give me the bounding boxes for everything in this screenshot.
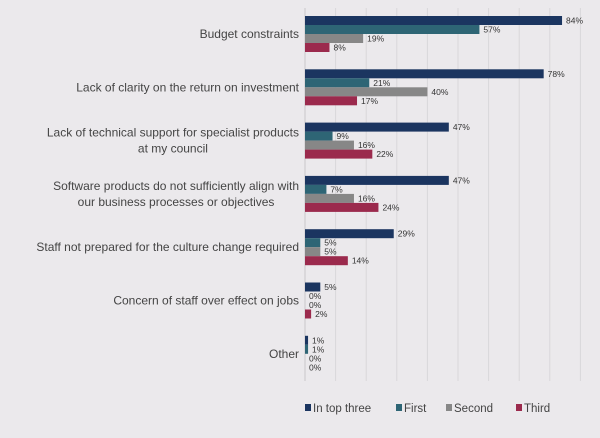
legend-label: Third — [524, 403, 550, 415]
category-label: our business processes or objectives — [78, 195, 275, 209]
data-label: 1% — [312, 344, 325, 354]
data-label: 8% — [333, 43, 346, 53]
legend-label: First — [404, 403, 427, 415]
data-label: 0% — [309, 291, 322, 301]
legend: In top three First Second Third — [305, 403, 550, 415]
category-label: Lack of clarity on the return on investm… — [76, 80, 299, 94]
data-label: 7% — [330, 184, 343, 194]
data-label: 14% — [352, 256, 369, 266]
bar — [305, 149, 373, 159]
data-label: 0% — [309, 362, 322, 372]
bar — [305, 282, 321, 292]
data-label: 24% — [382, 202, 399, 212]
bar — [305, 229, 394, 239]
legend-label: In top three — [313, 403, 371, 415]
data-label: 0% — [309, 353, 322, 363]
bar — [305, 184, 327, 194]
bar — [305, 309, 312, 319]
bars: 84%57%19%8%78%21%40%17%47%9%16%22%47%7%1… — [305, 16, 583, 372]
category-labels: Budget constraints Lack of clarity on the… — [36, 27, 299, 361]
data-label: 57% — [483, 25, 500, 35]
bar — [305, 202, 379, 212]
bar — [305, 122, 449, 132]
bar — [305, 87, 428, 97]
bar — [305, 96, 358, 106]
bar — [305, 16, 563, 25]
data-label: 40% — [431, 87, 448, 97]
category-label: at my council — [138, 142, 208, 156]
data-label: 2% — [315, 309, 328, 319]
data-label: 0% — [309, 300, 322, 310]
legend-swatch — [446, 404, 452, 411]
bar — [305, 78, 370, 88]
bar — [305, 256, 348, 266]
bar — [305, 247, 321, 257]
legend-swatch — [305, 404, 311, 411]
category-label: Concern of staff over effect on jobs — [113, 294, 299, 308]
category-label: Staff not prepared for the culture chang… — [36, 240, 299, 254]
bar — [305, 175, 449, 185]
bar — [305, 25, 480, 34]
bar — [305, 34, 364, 43]
data-label: 17% — [361, 96, 378, 106]
category-label: Budget constraints — [200, 27, 299, 41]
category-label: Lack of technical support for specialist… — [47, 126, 299, 140]
data-label: 16% — [358, 193, 375, 203]
bar — [305, 344, 309, 354]
data-label: 5% — [324, 247, 337, 257]
legend-label: Second — [454, 403, 493, 415]
data-label: 22% — [376, 149, 393, 159]
data-label: 19% — [367, 34, 384, 44]
data-label: 16% — [358, 140, 375, 150]
category-label: Other — [269, 347, 299, 361]
data-label: 84% — [566, 16, 583, 26]
data-label: 5% — [324, 238, 337, 248]
data-label: 29% — [398, 229, 415, 239]
data-label: 78% — [548, 69, 565, 79]
bar — [305, 335, 309, 345]
category-label: Software products do not sufficiently al… — [53, 179, 299, 193]
legend-swatch — [396, 404, 402, 411]
data-label: 47% — [453, 175, 470, 185]
bar — [305, 238, 321, 248]
data-label: 9% — [337, 131, 350, 141]
data-label: 47% — [453, 122, 470, 132]
data-label: 1% — [312, 335, 325, 345]
bar — [305, 140, 354, 150]
bar — [305, 69, 544, 79]
legend-swatch — [516, 404, 522, 411]
data-label: 5% — [324, 282, 337, 292]
bar — [305, 193, 354, 203]
data-label: 21% — [373, 78, 390, 88]
bar — [305, 43, 330, 52]
bar — [305, 131, 333, 141]
